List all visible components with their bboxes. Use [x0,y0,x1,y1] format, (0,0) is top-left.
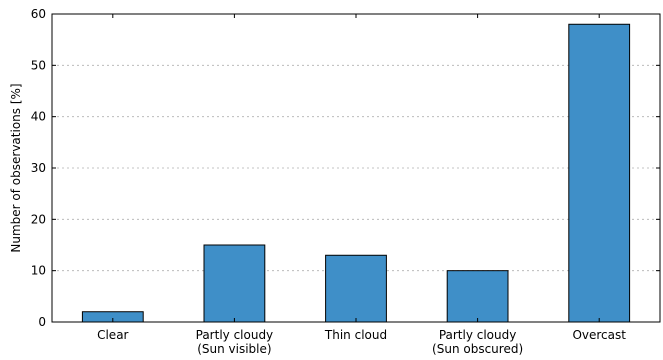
bar [568,23,631,323]
x-tick-label: (Sun visible) [197,342,271,356]
y-tick-label: 0 [38,315,46,329]
y-tick-label: 20 [31,212,46,226]
y-tick-label: 10 [31,264,46,278]
gridlines [52,64,660,272]
x-tick-label: Overcast [572,328,626,342]
x-axis: Clear Partly cloudy(Sun visible)Thin clou… [97,14,626,356]
x-tick-label: Clear [97,328,128,342]
y-tick-label: 60 [31,7,46,21]
y-tick-label: 30 [31,161,46,175]
bars [81,23,631,323]
y-axis: 0 10 20 30 40 50 60 [31,7,660,329]
bar [446,270,509,323]
y-axis-label: Number of observations [%] [9,83,23,252]
x-tick-label: Partly cloudy [196,328,274,342]
x-tick-label: Thin cloud [324,328,387,342]
y-tick-label: 40 [31,110,46,124]
bar [325,254,387,323]
y-tick-label: 50 [31,58,46,72]
x-tick-label: (Sun obscured) [432,342,523,356]
x-tick-label: Partly cloudy [439,328,517,342]
bar [203,244,266,323]
